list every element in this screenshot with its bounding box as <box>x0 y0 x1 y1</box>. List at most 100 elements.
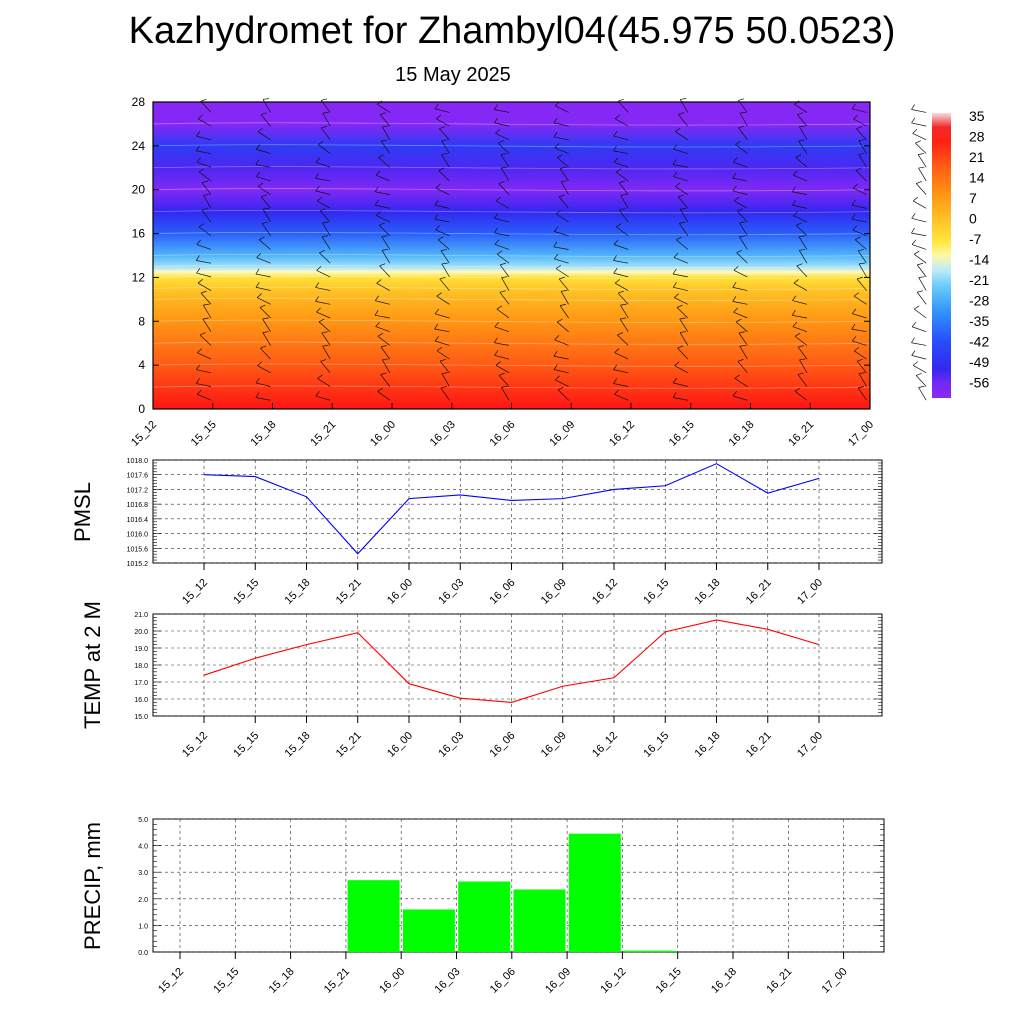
wind-barb-flag <box>732 296 737 302</box>
wind-barb-flag <box>673 171 678 177</box>
wind-barb-flag <box>734 196 740 202</box>
x-tick-label: 16_00 <box>368 419 398 449</box>
wind-barb-flag <box>852 225 858 231</box>
wind-barb-flag <box>855 236 861 241</box>
wind-barb <box>797 346 808 360</box>
isotherm-line <box>152 270 871 274</box>
x-tick-label: 16_12 <box>590 730 620 760</box>
wind-barb <box>494 244 510 250</box>
wind-barb-flag <box>911 227 915 234</box>
wind-barb <box>732 395 748 401</box>
wind-barb-flag <box>793 279 799 284</box>
wind-barb-flag <box>911 350 916 356</box>
plot-frame <box>152 459 883 564</box>
wind-barb <box>613 369 629 374</box>
wind-barb-flag <box>382 358 389 361</box>
x-tick-label: 17_00 <box>795 730 825 760</box>
colorbar-label: -28 <box>969 293 989 309</box>
wind-barb <box>735 144 748 154</box>
wind-barb <box>321 332 331 346</box>
wind-barb <box>316 311 331 319</box>
wind-barb-flag <box>739 221 746 224</box>
wind-barb-flag <box>493 337 498 343</box>
wind-barb-flag <box>196 389 202 395</box>
wind-barb <box>798 140 808 154</box>
y-tick-label: 16.0 <box>134 697 148 704</box>
wind-barb <box>202 304 212 319</box>
wind-barb <box>675 131 688 141</box>
wind-barb-flag <box>853 347 860 352</box>
wind-barb <box>739 112 748 127</box>
wind-barb-flag <box>680 98 687 100</box>
wind-barb <box>613 150 629 154</box>
wind-barb-flag <box>200 98 207 102</box>
wind-barb-flag <box>797 112 804 115</box>
wind-barb <box>794 391 808 401</box>
wind-barb-flag <box>798 235 805 238</box>
wind-barb <box>853 118 867 127</box>
wind-barb-flag <box>558 194 565 198</box>
wind-barb <box>262 318 271 332</box>
wind-barb <box>434 204 450 209</box>
wind-barb <box>797 114 808 127</box>
wind-barb-flag <box>439 126 445 130</box>
wind-barb-flag <box>918 166 925 169</box>
wind-barb <box>379 265 391 278</box>
wind-barb-flag <box>678 194 685 198</box>
wind-barb <box>376 215 390 223</box>
wind-barb <box>798 250 808 264</box>
wind-barb-flag <box>557 154 563 158</box>
wind-barb-flag <box>380 345 387 348</box>
wind-barb <box>620 304 629 319</box>
wind-barb-flag <box>494 322 499 328</box>
wind-barb-flag <box>382 125 389 128</box>
wind-barb <box>256 148 271 154</box>
wind-barb-flag <box>197 348 202 354</box>
wind-barb-flag <box>616 223 622 228</box>
wind-barb-flag <box>674 293 679 298</box>
y-tick-label: 1017.2 <box>127 487 149 494</box>
y-tick-label: 1015.6 <box>127 546 149 553</box>
wind-barb-flag <box>261 194 267 198</box>
x-tick-label: 16_15 <box>641 730 671 760</box>
wind-barb-flag <box>917 262 924 266</box>
wind-barb-flag <box>440 249 447 252</box>
wind-barb-flag <box>733 266 739 271</box>
wind-barb-flag <box>796 222 802 226</box>
wind-barb <box>799 359 808 373</box>
wind-barb <box>198 226 212 237</box>
wind-barb-flag <box>321 98 328 101</box>
wind-barb-flag <box>738 331 745 334</box>
wind-barb <box>434 108 450 113</box>
wind-barb-flag <box>436 292 442 297</box>
wind-barb-flag <box>378 222 385 226</box>
x-tick-label: 17_00 <box>820 966 850 996</box>
x-tick-label: 15_18 <box>249 419 279 449</box>
wind-barb <box>197 282 212 291</box>
x-tick-label: 16_00 <box>385 577 415 607</box>
y-tick-label: 3.0 <box>138 870 148 877</box>
wind-barb-flag <box>257 361 263 366</box>
wind-barb-flag <box>858 153 865 155</box>
colorbar-label: 21 <box>969 149 985 165</box>
wind-barb <box>613 244 629 250</box>
wind-barb-flag <box>679 331 686 333</box>
wind-barb <box>257 365 271 374</box>
precip-bar <box>568 833 621 952</box>
wind-barb-flag <box>496 250 503 255</box>
wind-barb <box>911 355 927 360</box>
wind-barb <box>318 321 331 332</box>
wind-barb-flag <box>554 143 560 149</box>
wind-barb <box>380 346 391 360</box>
wind-barb-flag <box>260 112 267 115</box>
wind-barb <box>203 195 212 209</box>
wind-barb-flag <box>201 208 208 211</box>
wind-barb <box>495 200 510 209</box>
wind-barb <box>322 222 331 236</box>
wind-barb <box>917 154 927 168</box>
wind-barb <box>554 105 569 113</box>
wind-barb-flag <box>559 276 565 280</box>
wind-barb <box>381 140 391 154</box>
wind-barb-flag <box>553 241 558 248</box>
precip-bar <box>347 880 400 952</box>
